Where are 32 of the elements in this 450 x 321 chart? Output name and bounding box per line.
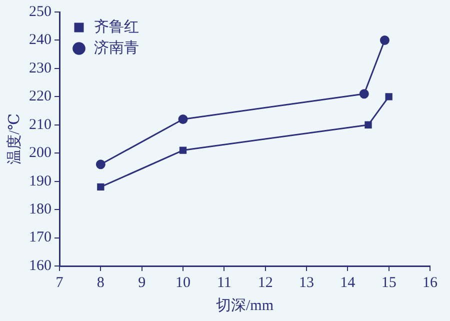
y-tick-label: 250 xyxy=(29,4,52,20)
legend-label: 济南青 xyxy=(94,39,139,56)
y-tick-label: 230 xyxy=(29,60,52,76)
point xyxy=(385,93,392,100)
y-tick-label: 170 xyxy=(29,230,52,246)
y-tick-label: 200 xyxy=(29,145,52,162)
x-tick-label: 16 xyxy=(422,274,438,291)
point xyxy=(179,146,187,154)
x-tick-label: 14 xyxy=(340,274,356,291)
point xyxy=(96,160,106,170)
x-tick-label: 7 xyxy=(56,274,64,291)
x-tick-label: 12 xyxy=(258,274,273,291)
x-tick-label: 10 xyxy=(176,274,190,291)
point xyxy=(359,89,369,99)
x-tick-label: 11 xyxy=(216,274,232,291)
x-axis-title: 切深/mm xyxy=(216,296,274,314)
point xyxy=(97,183,104,191)
point xyxy=(364,121,372,128)
x-tick-label: 8 xyxy=(96,274,104,291)
y-axis-title: 温度/℃ xyxy=(6,114,23,164)
legend-label: 齐鲁红 xyxy=(94,18,139,36)
y-tick-label: 160 xyxy=(29,258,52,274)
y-tick-label: 210 xyxy=(29,116,52,133)
y-tick-label: 190 xyxy=(29,173,52,190)
point xyxy=(380,35,390,45)
y-tick-label: 240 xyxy=(29,32,52,48)
x-tick-label: 9 xyxy=(138,274,146,291)
y-tick-label: 180 xyxy=(29,201,52,218)
y-tick-label: 220 xyxy=(29,88,52,105)
x-tick-label: 13 xyxy=(299,274,314,291)
x-tick-label: 15 xyxy=(381,274,396,291)
point xyxy=(178,114,188,124)
